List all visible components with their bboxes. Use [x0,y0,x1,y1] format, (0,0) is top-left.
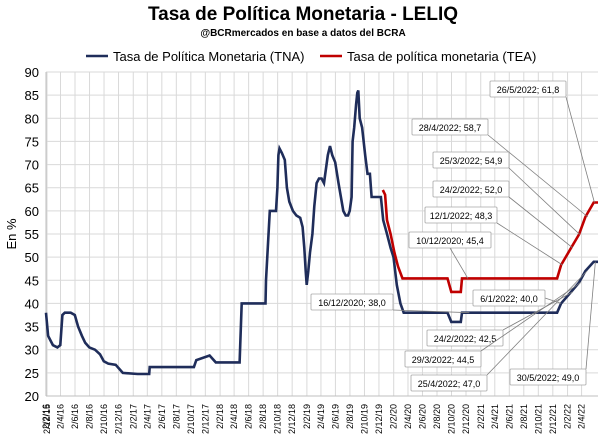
annotation-label: 12/1/2022; 48,3 [430,211,493,221]
annotation-box [410,374,488,392]
x-tick-label: 2/2/20 [389,404,399,429]
annotation-label: 24/2/2022; 52,0 [440,185,503,195]
annotation-leader [565,96,595,203]
x-tick-label: 2/10/17 [186,404,196,434]
x-tick-label: 2/6/16 [70,404,80,429]
legend-label-tna: Tasa de Política Monetaria (TNA) [113,49,304,64]
annotation-label: 6/1/2022; 40,0 [480,294,538,304]
x-tick-label: 2/12/21 [548,404,558,434]
x-tick-label: 2/6/20 [417,404,427,429]
x-tick-label: 2/8/21 [519,404,529,429]
y-tick-label: 90 [25,65,39,80]
annotation-label: 28/4/2022; 58,7 [419,123,482,133]
annotation-box [424,206,498,224]
annotation-leader [487,134,589,218]
x-tick-label: 2/10/20 [446,404,456,434]
chart-subtitle: @BCRmercados en base a datos del BCRA [200,28,406,39]
x-tick-label: 2/12/16 [114,404,124,434]
x-tick-label: 2/12/15 [42,404,52,434]
annotation-leader [508,196,574,249]
annotation-leader [544,297,562,304]
x-tick-label: 2/6/17 [157,404,167,429]
y-tick-label: 50 [25,250,39,265]
annotation-label: 30/5/2022; 49,0 [517,373,580,383]
annotation-box [408,231,492,249]
annotation-box [432,151,510,169]
x-tick-label: 2/12/17 [200,404,210,434]
annotation-box [310,293,394,311]
x-tick-label: 2/4/21 [490,404,500,429]
x-tick-label: 2/6/18 [244,404,254,429]
annotation-leader [392,309,470,314]
x-tick-label: 2/6/21 [504,404,514,429]
x-tick-label: 2/10/18 [273,404,283,434]
y-tick-label: 70 [25,158,39,173]
y-axis-label: En % [4,218,19,250]
series-line-tna [44,89,598,376]
chart-title: Tasa de Política Monetaria - LELIQ [147,4,459,25]
annotation-box [432,180,510,198]
annotation-box [411,118,489,136]
y-tick-label: 25 [25,366,39,381]
x-tick-label: 2/4/19 [316,404,326,429]
x-tick-label: 2/8/18 [258,404,268,429]
y-tick-label: 65 [25,181,39,196]
annotation-label: 10/12/2020; 45,4 [416,236,484,246]
series-line-tea [381,189,598,294]
x-tick-label: 2/8/16 [85,404,95,429]
y-tick-label: 30 [25,343,39,358]
x-tick-label: 2/12/19 [374,404,384,434]
annotation-box [472,289,546,307]
annotation-leader [508,167,580,235]
annotation-box [426,329,504,347]
x-tick-label: 2/8/17 [171,404,181,429]
annotation-leader [486,270,588,376]
annotation-leader [585,261,596,370]
annotation-label: 24/2/2022; 42,5 [434,334,497,344]
annotation-label: 25/3/2022; 54,9 [440,156,503,166]
annotation-leader [480,282,581,352]
annotation-label: 25/4/2022; 47,0 [418,379,481,389]
y-tick-label: 20 [25,389,39,404]
y-tick-label: 60 [25,204,39,219]
x-tick-label: 2/2/16 [41,404,51,429]
x-tick-label: 2/12/20 [461,404,471,434]
annotation-box [404,350,482,368]
annotation-label: 16/12/2020; 38,0 [318,298,386,308]
x-tick-label: 2/4/22 [577,404,587,429]
y-tick-label: 85 [25,88,39,103]
x-tick-label: 2/2/18 [215,404,225,429]
annotation-box [509,368,587,386]
x-tick-label: 2/10/19 [359,404,369,434]
x-tick-label: 2/4/16 [56,404,66,429]
x-tick-label: 2/10/16 [99,404,109,434]
x-tick-label: 2/2/17 [128,404,138,429]
x-tick-label: 2/12/18 [287,404,297,434]
x-tick-label: 2/10/21 [533,404,543,434]
y-tick-label: 80 [25,111,39,126]
x-tick-label: 2/2/21 [476,404,486,429]
legend-label-tea: Tasa de política monetaria (TEA) [347,49,536,64]
y-tick-label: 45 [25,273,39,288]
x-tick-label: 2/8/20 [432,404,442,429]
x-tick-label: 2/4/17 [142,404,152,429]
y-tick-label: 55 [25,227,39,242]
x-tick-label: 2/8/19 [345,404,355,429]
annotation-label: 29/3/2022; 44,5 [412,355,475,365]
y-tick-label: 35 [25,320,39,335]
x-tick-label: 2/2/22 [563,404,573,429]
x-tick-label: 2/4/20 [403,404,413,429]
annotation-leader [449,247,469,279]
annotation-box [489,80,567,98]
x-tick-label: 2/4/18 [229,404,239,429]
y-tick-label: 75 [25,134,39,149]
annotation-leader [496,222,563,266]
annotation-label: 26/5/2022; 61,8 [497,85,560,95]
x-tick-label: 2/6/19 [330,404,340,429]
y-tick-label: 40 [25,296,39,311]
x-tick-label: 2/2/19 [302,404,312,429]
